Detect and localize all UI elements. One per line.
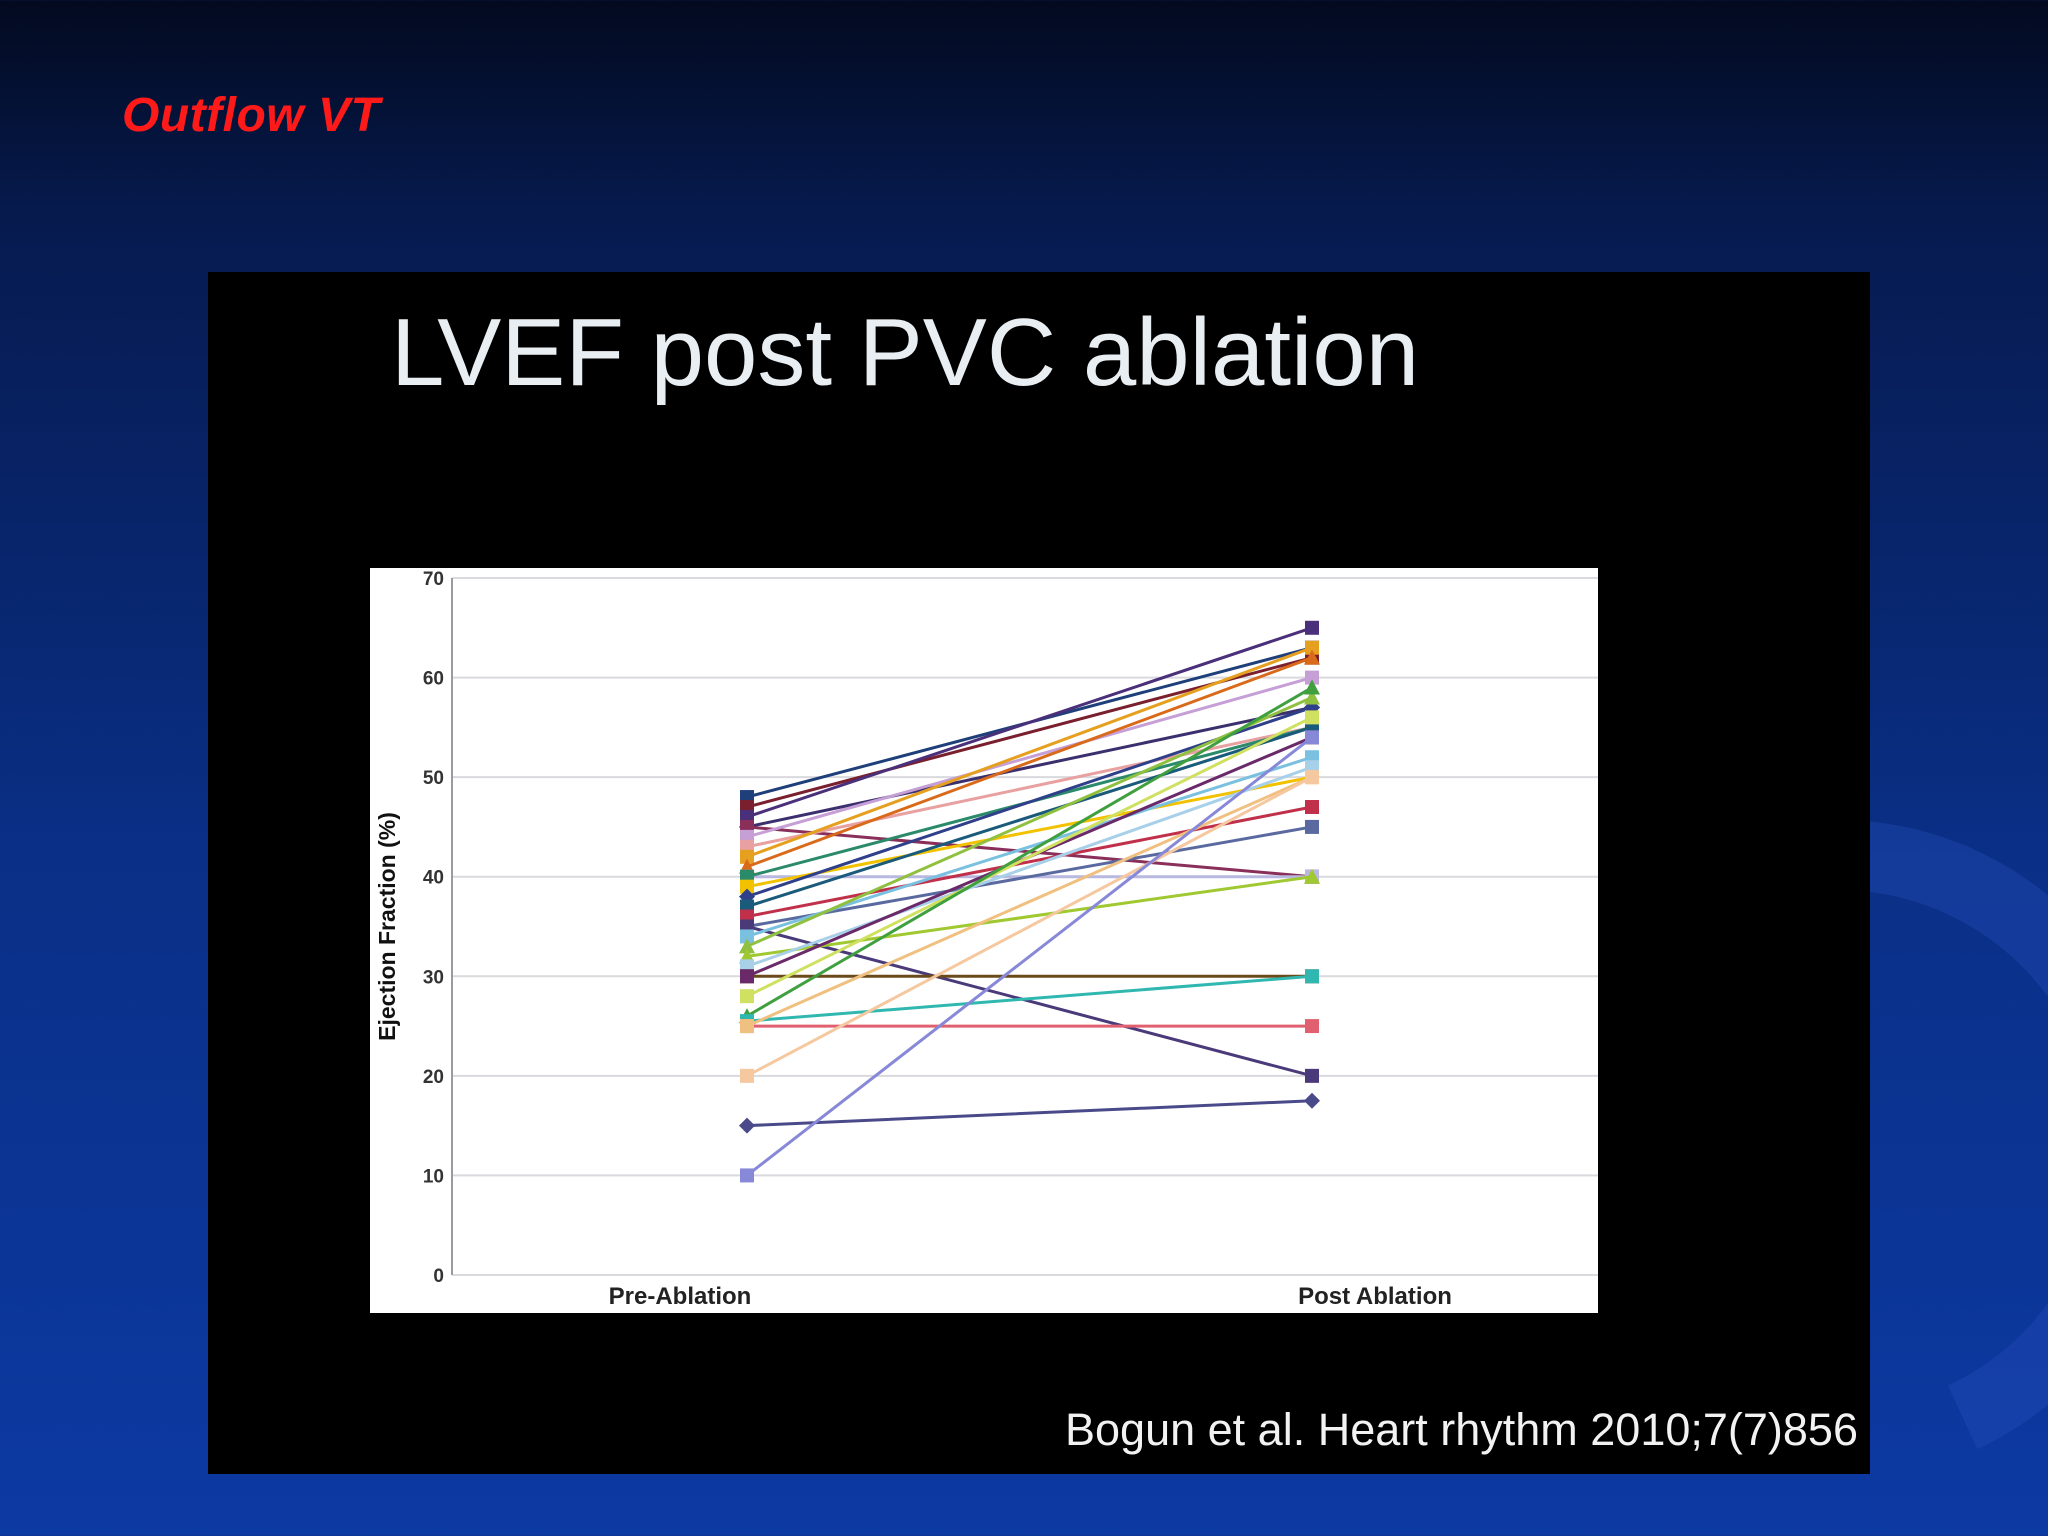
series-line	[745, 755, 1314, 938]
y-tick-label: 0	[433, 1266, 444, 1287]
figure-panel: LVEF post PVC ablation 0 10 20 30 40 50 60 70 Ej…	[208, 272, 1870, 1474]
data-point	[740, 849, 754, 864]
data-point	[1305, 819, 1319, 834]
data-point	[1305, 1068, 1319, 1083]
chart-area: 0 10 20 30 40 50 60 70 Ejection Fraction (%) Pre-…	[370, 568, 1598, 1313]
series-line	[745, 974, 1314, 1023]
series-line	[745, 735, 1314, 1177]
series-line	[745, 695, 1314, 948]
y-tick-label: 70	[423, 569, 444, 590]
data-point	[1304, 679, 1320, 695]
data-point	[739, 938, 755, 954]
data-point	[739, 1117, 755, 1134]
y-tick-label: 30	[423, 967, 444, 988]
series-line	[745, 925, 1314, 1078]
series-line	[745, 775, 1314, 889]
x-category-label: Pre-Ablation	[609, 1283, 752, 1310]
series-line	[745, 725, 1314, 849]
series-line	[745, 686, 1314, 1018]
data-point	[1304, 868, 1320, 884]
series-line	[745, 1099, 1314, 1128]
y-tick-label: 20	[423, 1067, 444, 1088]
series-line	[745, 705, 1314, 829]
figure-heading: LVEF post PVC ablation	[391, 299, 1420, 406]
series-line	[745, 656, 1314, 869]
series-line	[745, 725, 1314, 909]
data-point	[740, 1019, 754, 1034]
slide-title: Outflow VT	[122, 89, 381, 142]
y-tick-label: 40	[423, 868, 444, 889]
data-point	[1305, 710, 1319, 725]
series-line	[745, 825, 1314, 928]
lvef-line-chart: 0 10 20 30 40 50 60 70 Ejection Fraction (%) Pre-…	[374, 569, 1598, 1310]
data-point	[1304, 1092, 1320, 1109]
data-point	[740, 1168, 754, 1183]
data-point	[1305, 640, 1319, 655]
data-point	[1305, 730, 1319, 745]
series-line	[745, 646, 1314, 859]
x-category-label: Post Ablation	[1298, 1283, 1452, 1310]
data-point	[740, 969, 754, 984]
data-point	[1305, 969, 1319, 984]
y-axis-label: Ejection Fraction (%)	[374, 812, 400, 1041]
data-point	[740, 929, 754, 944]
data-point	[1305, 800, 1319, 815]
data-point	[1304, 649, 1320, 665]
series-line	[745, 626, 1314, 819]
data-point	[1305, 620, 1319, 635]
series-line	[745, 676, 1314, 839]
data-point	[1304, 689, 1320, 705]
series-line	[745, 775, 1314, 1078]
series-line	[745, 775, 1314, 1028]
y-tick-label: 10	[423, 1166, 444, 1187]
series-line	[745, 765, 1314, 968]
data-point	[1305, 670, 1319, 685]
data-point	[740, 879, 754, 894]
data-point	[740, 989, 754, 1004]
y-tick-label: 50	[423, 768, 444, 789]
data-point	[1305, 770, 1319, 785]
citation: Bogun et al. Heart rhythm 2010;7(7)856	[1065, 1404, 1858, 1455]
data-point	[1305, 1019, 1319, 1034]
series-line	[745, 715, 1314, 998]
y-tick-label: 60	[423, 669, 444, 690]
series-line	[745, 875, 1314, 958]
data-point	[740, 1068, 754, 1083]
